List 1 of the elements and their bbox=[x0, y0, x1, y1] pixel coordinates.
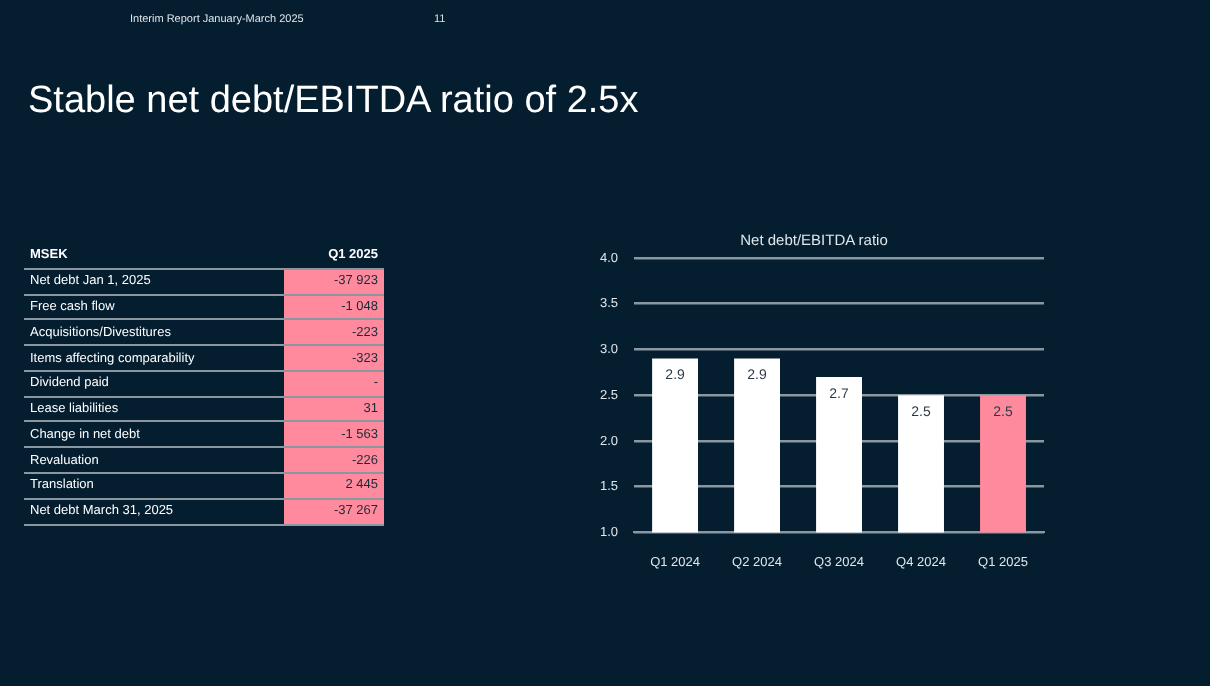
text: Stable net debt/EBITDA ratio of 2.5x bbox=[28, 80, 639, 124]
